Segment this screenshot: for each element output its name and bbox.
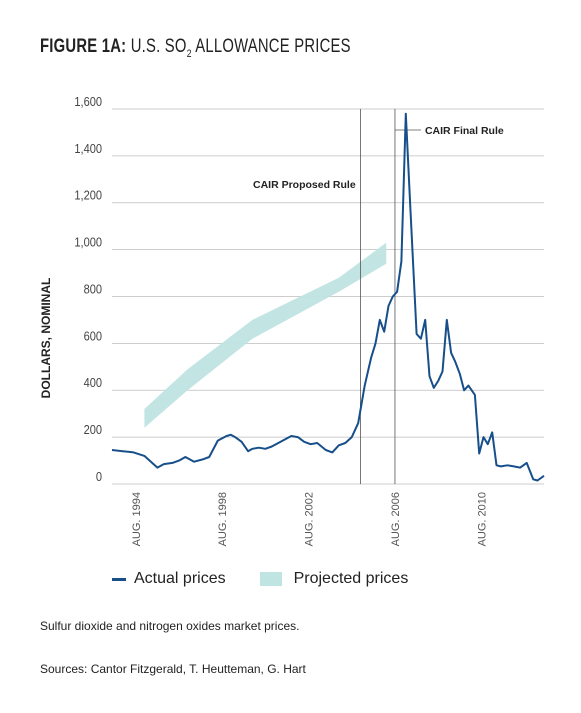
title-sub: 2 <box>186 47 192 60</box>
cair-final-label: CAIR Final Rule <box>425 125 504 137</box>
title-suffix: ALLOWANCE PRICES <box>191 36 351 57</box>
x-tick-label: AUG. 2006 <box>390 492 402 546</box>
projected-prices-band <box>144 242 387 428</box>
figure-title: FIGURE 1A: U.S. SO2 ALLOWANCE PRICES <box>40 36 351 60</box>
y-tick-label: 600 <box>84 329 103 344</box>
y-axis-label: DOLLARS, NOMINAL <box>39 278 53 399</box>
y-tick-label: 1,000 <box>74 235 102 250</box>
legend: Actual prices Projected prices <box>112 570 408 588</box>
chart-sources: Sources: Cantor Fitzgerald, T. Heutteman… <box>40 662 306 676</box>
actual-prices-line <box>111 112 545 482</box>
legend-projected-swatch <box>259 572 282 586</box>
y-tick-label: 1,400 <box>74 141 102 156</box>
y-tick-label: 1,600 <box>74 94 102 109</box>
legend-actual-label: Actual prices <box>134 570 226 587</box>
x-tick-label: AUG. 2002 <box>304 492 316 546</box>
y-tick-label: 800 <box>84 282 103 297</box>
title-prefix: FIGURE 1A: <box>40 36 127 57</box>
cair-proposed-label: CAIR Proposed Rule <box>253 179 356 191</box>
title-main: U.S. SO <box>130 36 187 57</box>
x-tick-label: AUG. 1998 <box>217 492 229 546</box>
legend-projected-label: Projected prices <box>293 570 409 587</box>
x-tick-label: AUG. 1994 <box>131 492 143 546</box>
y-tick-label: 1,200 <box>74 188 102 203</box>
y-tick-label: 0 <box>96 469 102 484</box>
y-tick-label: 200 <box>84 422 103 437</box>
x-tick-label: AUG. 2010 <box>476 492 488 546</box>
chart-note: Sulfur dioxide and nitrogen oxides marke… <box>40 619 300 633</box>
y-tick-label: 400 <box>84 375 103 390</box>
legend-actual-swatch <box>112 577 126 581</box>
